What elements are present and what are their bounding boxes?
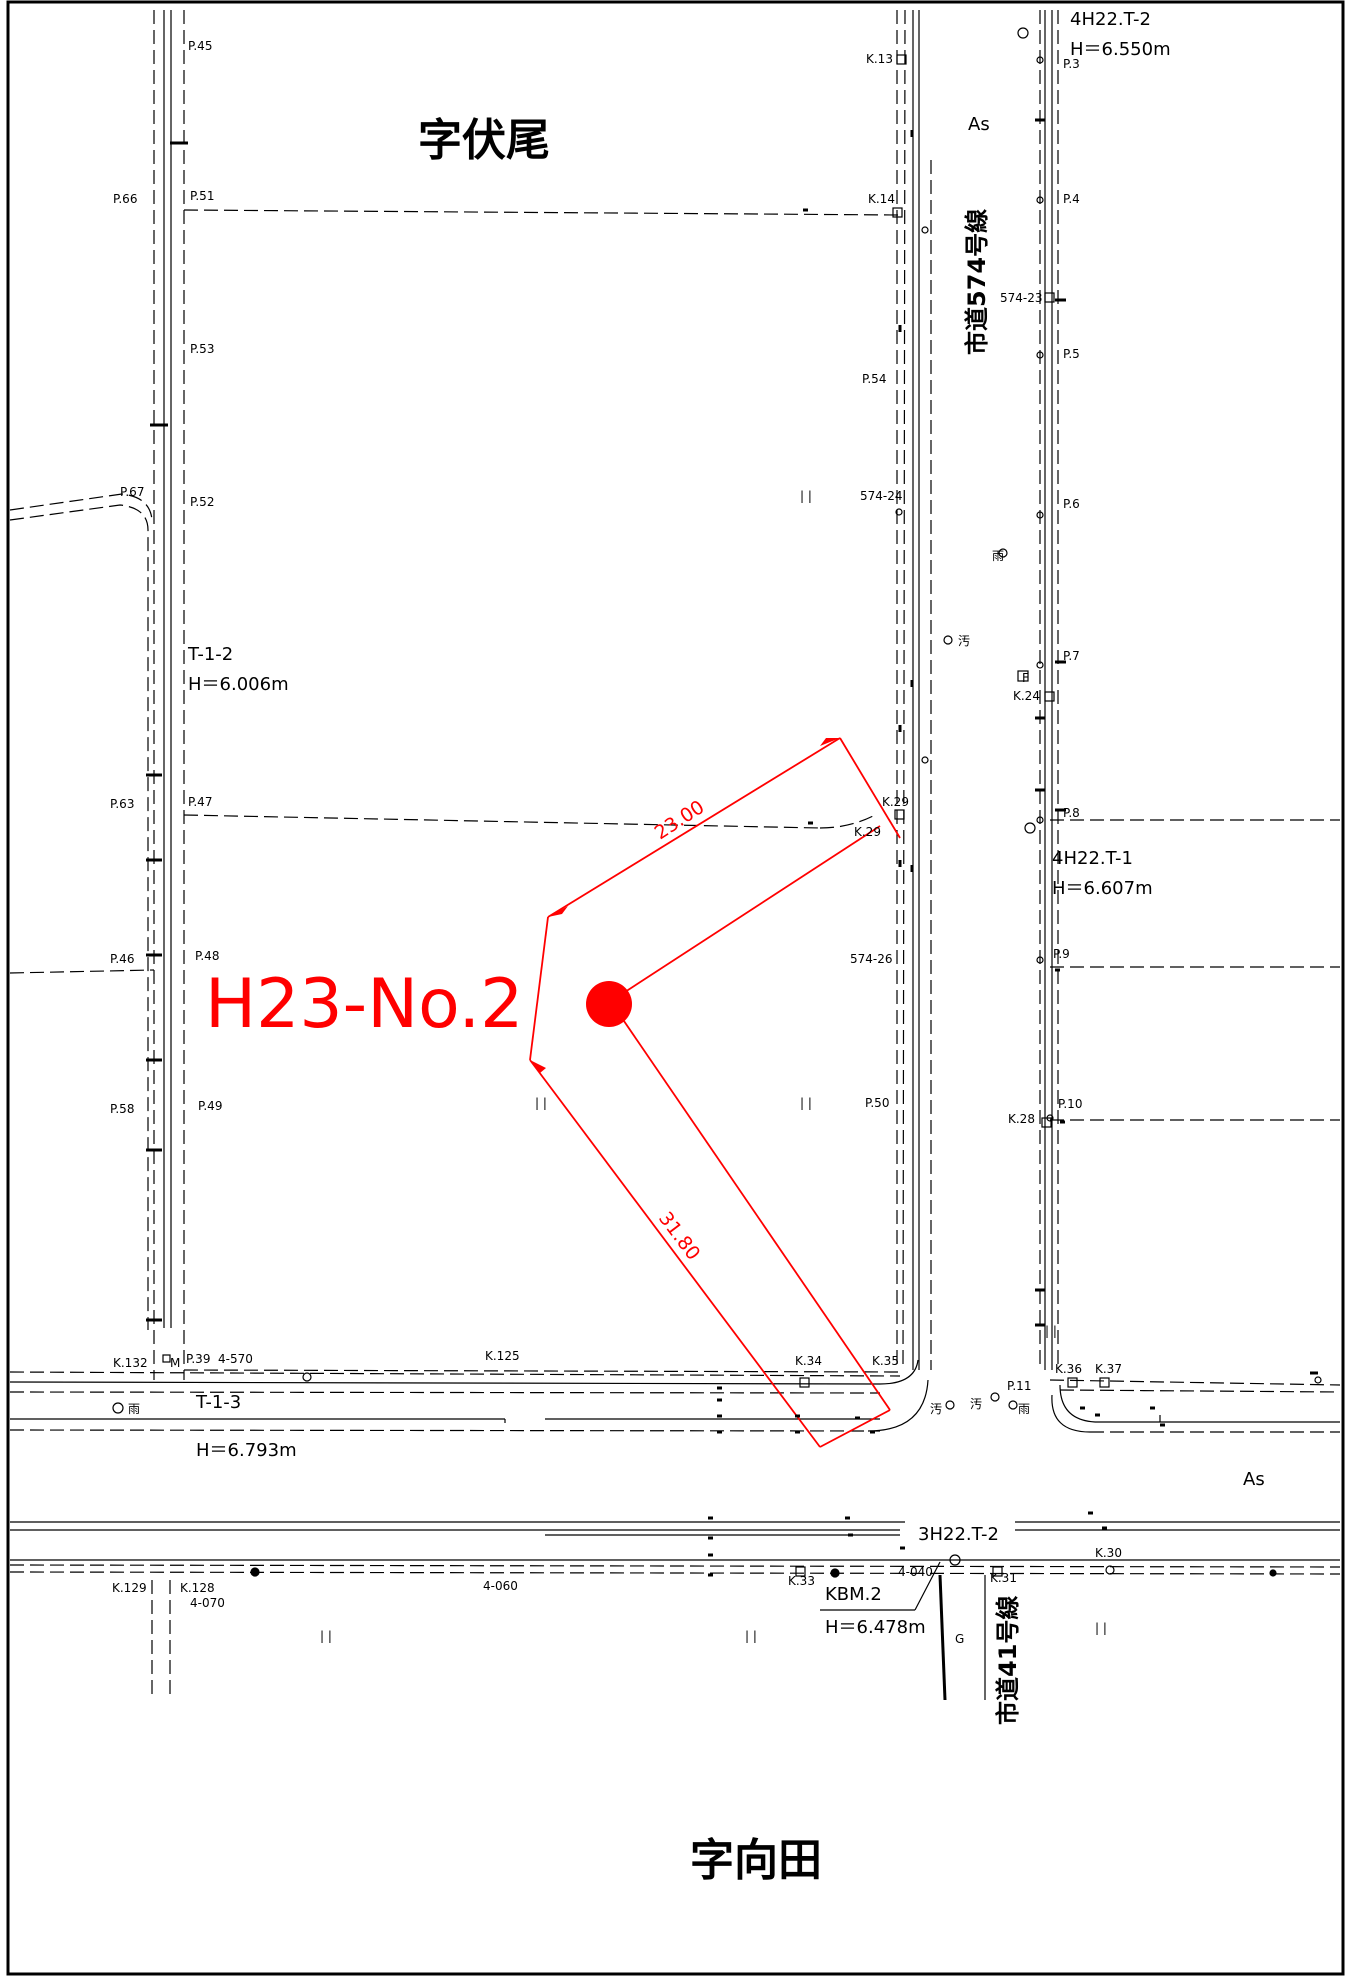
- point-label: 4-070: [190, 1596, 225, 1610]
- point-label: P.10: [1058, 1097, 1082, 1111]
- point-label: K.129: [112, 1581, 147, 1595]
- west-lot-curve-2: [9, 493, 153, 521]
- area-name-south: 字向田: [690, 1835, 822, 1886]
- point-label: 4-570: [218, 1352, 253, 1366]
- point-label: K.34: [795, 1354, 822, 1368]
- point-label: 雨: [128, 1402, 140, 1416]
- bm-kbm2-name: KBM.2: [825, 1584, 882, 1605]
- point-label: P.66: [113, 192, 137, 206]
- point-label: P.6: [1063, 497, 1080, 511]
- point-label: K.24: [1013, 689, 1040, 703]
- bm-t13-name: T-1-3: [195, 1392, 241, 1413]
- bm-t13-height: H＝6.793m: [196, 1440, 297, 1461]
- lot-lines: [9, 209, 1341, 1386]
- point-label: P.9: [1053, 947, 1070, 961]
- point-label: K.13: [866, 52, 893, 66]
- point-label: 4-040: [898, 1565, 933, 1579]
- point-label: P.50: [865, 1096, 889, 1110]
- asphalt-label-south: As: [1243, 1469, 1265, 1490]
- point-label: K.128: [180, 1581, 215, 1595]
- point-label: K.14: [868, 192, 895, 206]
- point-label: | |: [800, 489, 812, 503]
- road-label-574: 市道574号線: [963, 209, 991, 355]
- point-label: | |: [800, 1096, 812, 1110]
- point-label: K.37: [1095, 1362, 1122, 1376]
- point-label: P.48: [195, 949, 219, 963]
- west-road-lines: [146, 10, 188, 1700]
- point-label: P.51: [190, 189, 214, 203]
- point-label: P.47: [188, 795, 212, 809]
- point-labels: P.45 P.66 P.51 P.53 P.67 P.52 P.63 P.47 …: [110, 39, 1122, 1646]
- point-label: 汚: [958, 634, 970, 648]
- point-label: M: [170, 1356, 180, 1370]
- point-label: P.53: [190, 342, 214, 356]
- point-label: K.28: [1008, 1112, 1035, 1126]
- point-label: K.35: [872, 1354, 899, 1368]
- boring-point-marker: [586, 981, 632, 1027]
- point-label: P.8: [1063, 806, 1080, 820]
- point-label: F: [1022, 671, 1029, 685]
- point-label: P.3: [1063, 57, 1080, 71]
- bm-t12-name: T-1-2: [187, 644, 233, 665]
- point-label: 汚: [930, 1402, 942, 1416]
- point-label: | |: [1045, 1324, 1057, 1338]
- point-label: P.58: [110, 1102, 134, 1116]
- point-label: 574-26: [850, 952, 893, 966]
- point-label: 汚: [970, 1397, 982, 1411]
- point-label: | |: [1095, 1621, 1107, 1635]
- asphalt-label-east: As: [968, 114, 990, 135]
- bm-h22t2-height: H＝6.550m: [1070, 39, 1171, 60]
- point-label: P.52: [190, 495, 214, 509]
- point-label: K.36: [1055, 1362, 1082, 1376]
- map-markers: [112, 27, 1322, 1578]
- area-name-north: 字伏尾: [418, 115, 550, 166]
- point-label: 574-23: [1000, 291, 1043, 305]
- point-label: K.125: [485, 1349, 520, 1363]
- point-label: | |: [320, 1629, 332, 1643]
- map-frame: [6, 0, 1345, 1976]
- point-label: K.29: [854, 825, 881, 839]
- point-label: P.63: [110, 797, 134, 811]
- bm-t12-height: H＝6.006m: [188, 674, 289, 695]
- west-lot-curve: [9, 504, 149, 1330]
- east-road-lines: [1035, 10, 1066, 1370]
- point-label: 雨: [1018, 1402, 1030, 1416]
- post-marks: [708, 208, 1318, 1577]
- bm-h22t2-name: 4H22.T-2: [1070, 9, 1151, 30]
- boring-point-title: H23-No.2: [205, 965, 523, 1044]
- point-label: P.46: [110, 952, 134, 966]
- bm-h22t1-height: H＝6.607m: [1052, 878, 1153, 899]
- point-label: K.31: [990, 1571, 1017, 1585]
- point-label: | |: [535, 1096, 547, 1110]
- boring-annotations: 23.00 31.80 H23-No.2: [205, 737, 901, 1448]
- point-label: P.4: [1063, 192, 1080, 206]
- point-label: P.7: [1063, 649, 1080, 663]
- bm-h22t1-name: 4H22.T-1: [1052, 848, 1133, 869]
- point-label: P.39: [186, 1352, 210, 1366]
- upper-horizontal-road: [9, 1359, 1341, 1433]
- bm-kbm2-height: H＝6.478m: [825, 1617, 926, 1638]
- point-label: 雨: [992, 549, 1004, 563]
- point-label: | |: [745, 1629, 757, 1643]
- point-label: P.5: [1063, 347, 1080, 361]
- point-label: P.54: [862, 372, 886, 386]
- point-label: G: [955, 1632, 964, 1646]
- lower-horizontal-road: [9, 1521, 1341, 1701]
- point-label: P.45: [188, 39, 212, 53]
- point-label: P.67: [120, 485, 144, 499]
- road-label-41: 市道41号線: [994, 1596, 1022, 1725]
- point-label: P.49: [198, 1099, 222, 1113]
- point-label: K.132: [113, 1356, 148, 1370]
- point-label: K.29: [882, 795, 909, 809]
- road-574-lines: [896, 9, 932, 1371]
- point-label: K.30: [1095, 1546, 1122, 1560]
- point-label: 574-24: [860, 489, 903, 503]
- point-label: 4-060: [483, 1579, 518, 1593]
- bm-h22t2s-name: 3H22.T-2: [918, 1524, 999, 1545]
- point-label: P.11: [1007, 1379, 1031, 1393]
- point-label: K.33: [788, 1574, 815, 1588]
